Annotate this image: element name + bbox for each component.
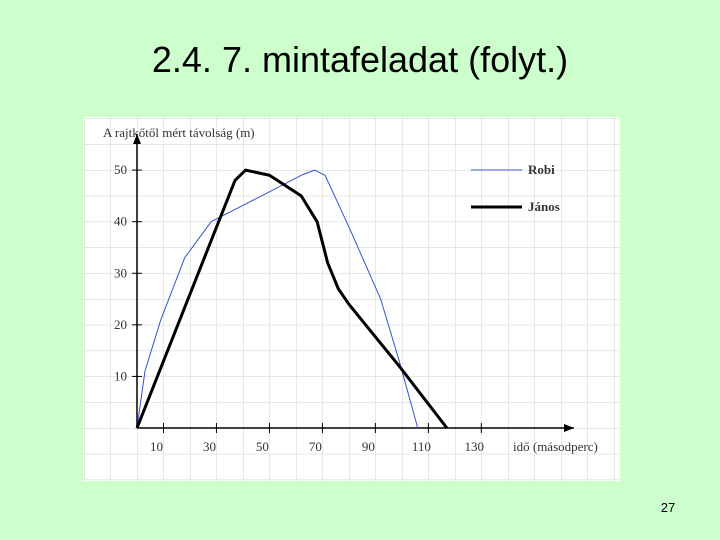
x-tick-label: 130 [465, 439, 485, 454]
y-axis-label: A rajtkőtől mért távolság (m) [103, 125, 255, 140]
slide-title: 2.4. 7. mintafeladat (folyt.) [152, 39, 568, 80]
y-axis-arrow [133, 134, 141, 144]
legend-label: János [528, 199, 560, 214]
y-tick-label: 10 [114, 368, 127, 383]
line-series [136, 169, 419, 429]
y-tick-label: 30 [114, 265, 127, 280]
x-tick-label: 110 [412, 439, 431, 454]
x-tick-label: 10 [150, 439, 163, 454]
grid-pattern [83, 117, 620, 481]
x-axis-arrow [564, 424, 574, 432]
legend-label: Robi [528, 162, 555, 177]
x-tick-label: 90 [362, 439, 375, 454]
plot: 10 30 50 70 90 110 130 10 20 30 40 50 Robi János [114, 134, 574, 454]
line-series [135, 168, 449, 429]
x-tick-label: 50 [256, 439, 269, 454]
y-tick-label: 40 [114, 214, 127, 229]
x-tick-label: 30 [203, 439, 216, 454]
y-tick-label: 50 [114, 162, 127, 177]
page-number: 27 [661, 500, 675, 515]
x-axis-label: idő (másodperc) [513, 439, 598, 454]
x-tick-label: 70 [309, 439, 322, 454]
y-tick-label: 20 [114, 317, 127, 332]
